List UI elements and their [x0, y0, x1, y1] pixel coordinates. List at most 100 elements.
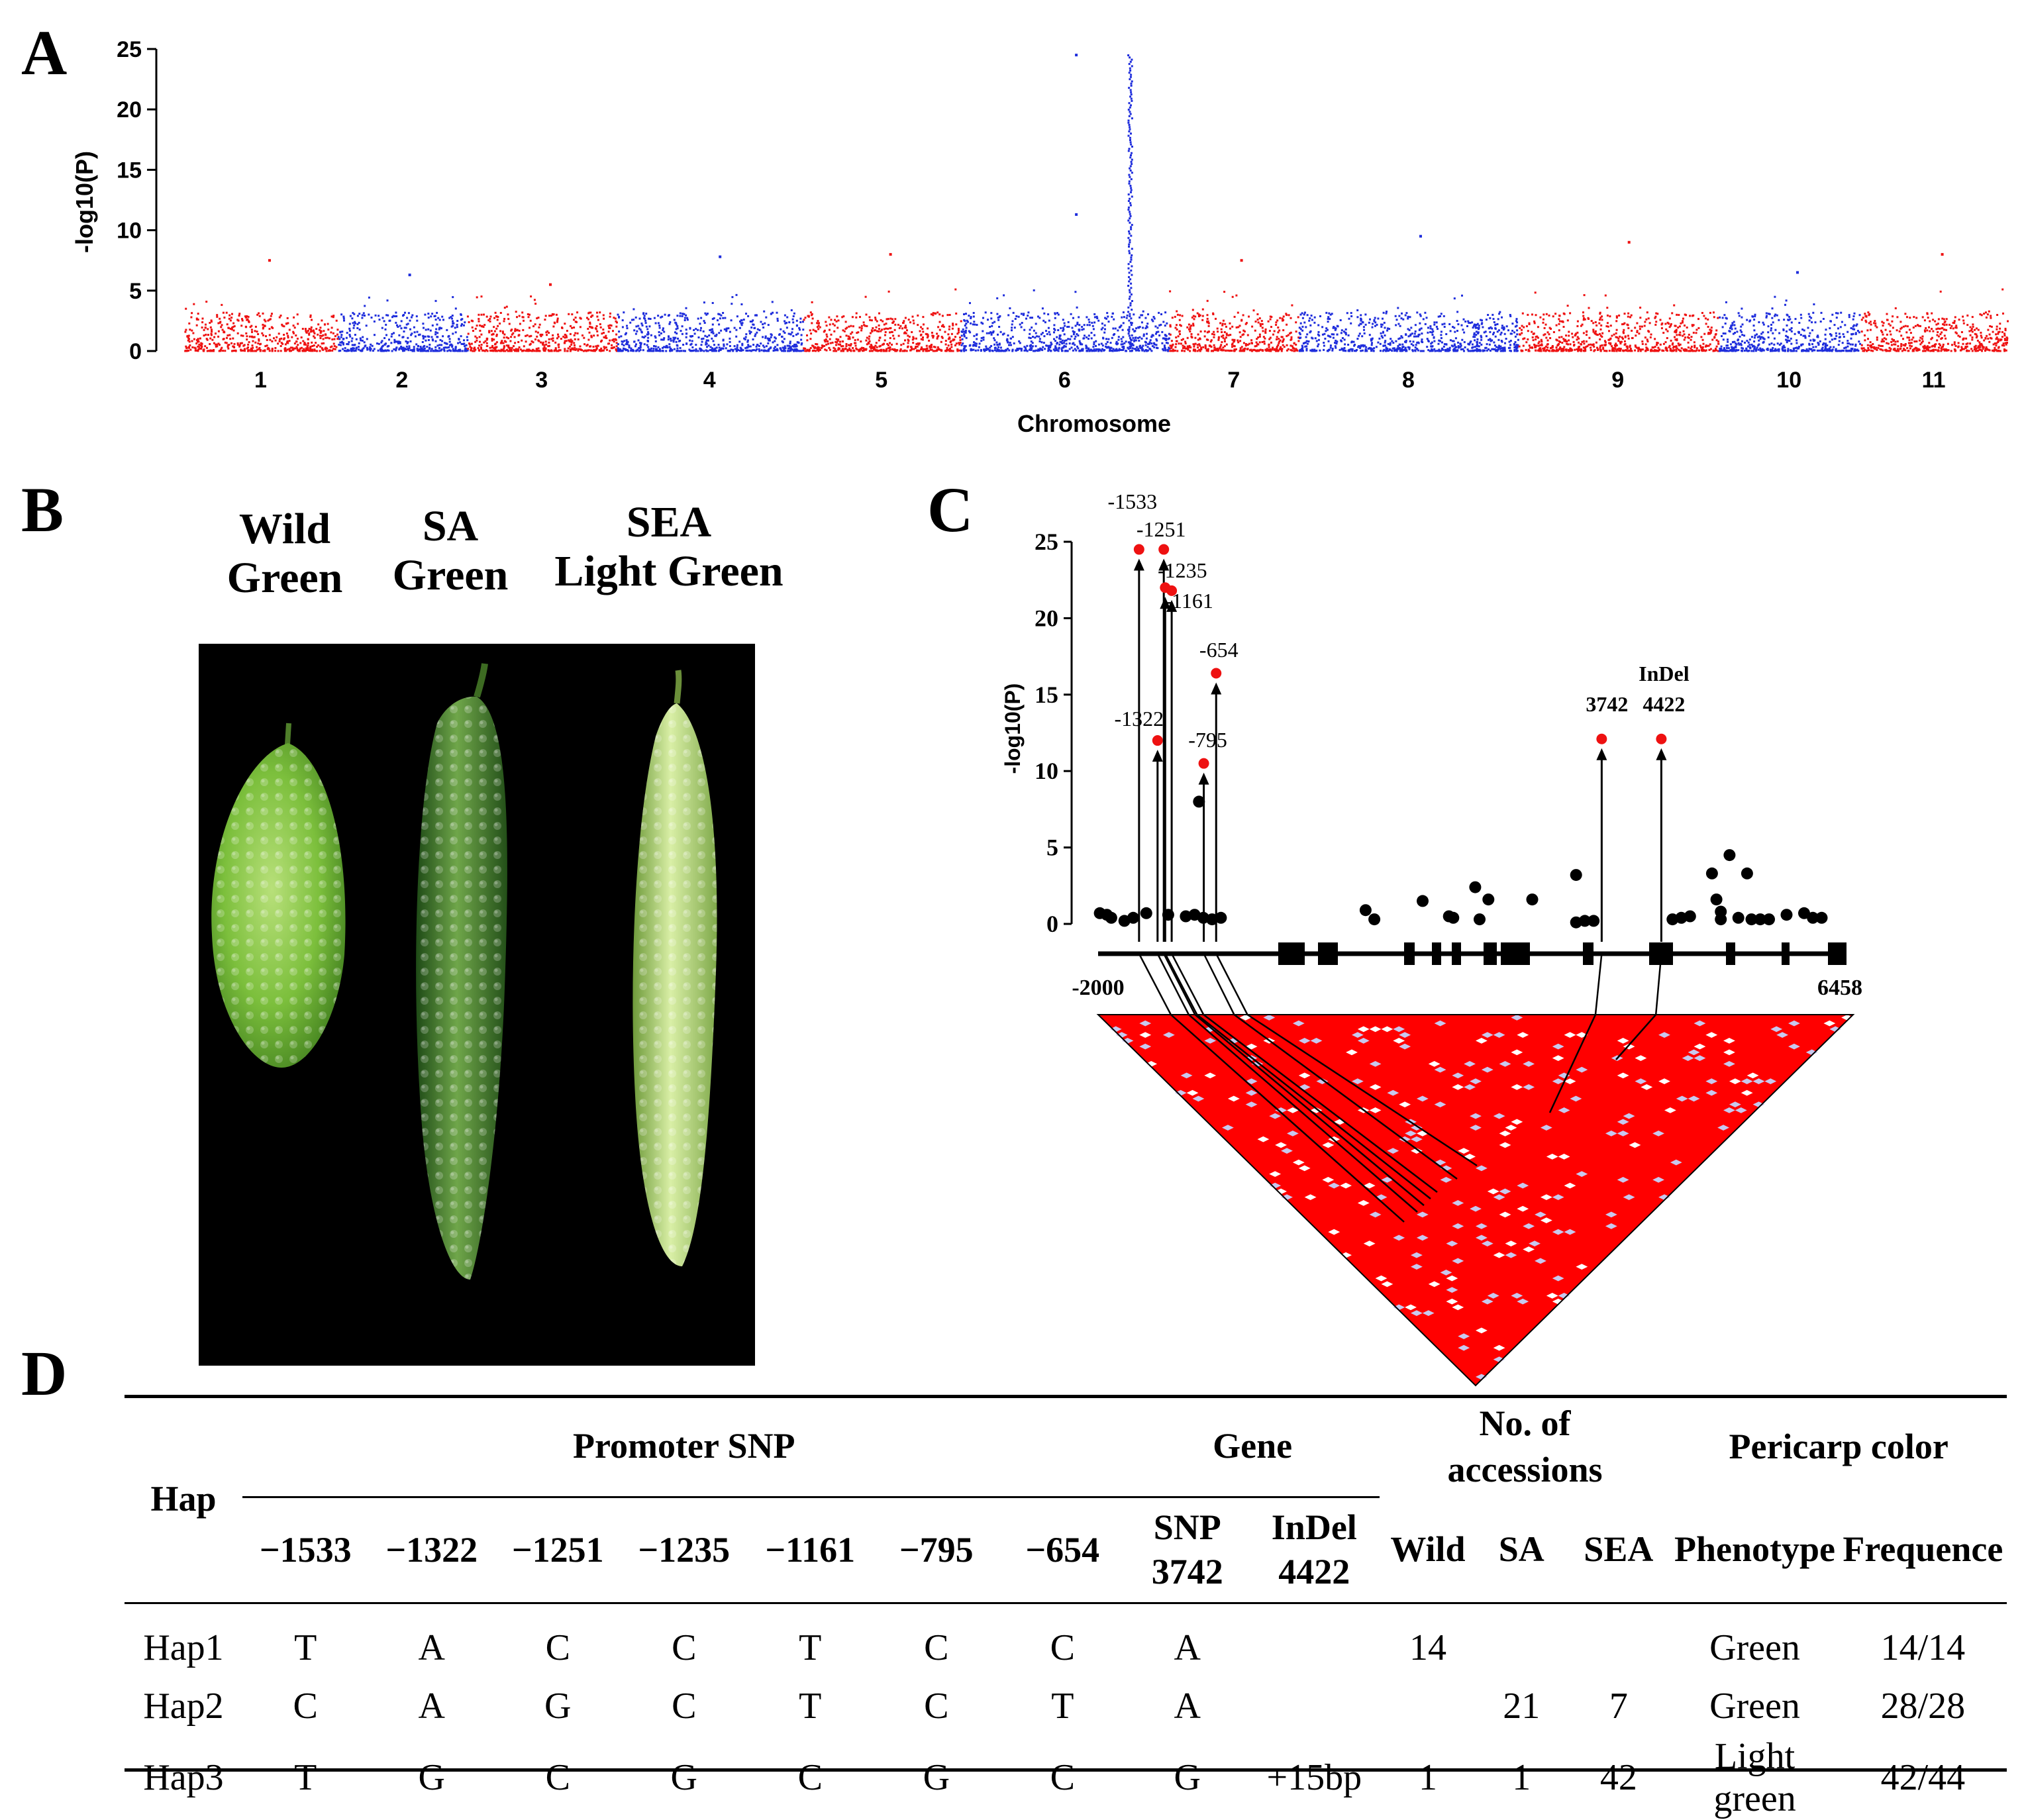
table-cell: C	[495, 1603, 621, 1677]
table-cell: 7	[1566, 1677, 1670, 1735]
snp-point	[1733, 912, 1745, 924]
col-accessions-line2: accessions	[1380, 1446, 1671, 1493]
snp-arrow-head--1322	[1152, 750, 1163, 762]
ld-heatmap	[1098, 1015, 1853, 1386]
snp-point-significant-3742	[1596, 734, 1607, 744]
snp-point	[1684, 911, 1696, 923]
table-cell: G	[874, 1735, 1000, 1820]
gene-exon	[1649, 942, 1673, 965]
gene-exon	[1452, 942, 1461, 965]
gene-model	[1098, 942, 1847, 965]
gene-exon	[1484, 942, 1497, 965]
snp-arrow-head-3742	[1596, 748, 1607, 760]
snp-point-significant--654	[1211, 668, 1221, 678]
table-cell: Hap1	[125, 1603, 242, 1677]
gene-plot-y-label: -log10(P)	[1001, 683, 1025, 774]
table-cell: G	[368, 1735, 495, 1820]
chromosome-9-top-point	[1628, 241, 1631, 244]
snp-point	[1711, 893, 1723, 905]
chromosome-5-points	[803, 253, 962, 352]
haplotype-table: Hap Promoter SNP Gene No. of accessions …	[125, 1396, 2007, 1820]
snp-point-significant--1251	[1158, 544, 1169, 555]
table-cell: 14/14	[1839, 1603, 2007, 1677]
photo-title-sa: SA Green	[371, 502, 530, 600]
snp-point	[1360, 904, 1372, 916]
snp-point	[1741, 868, 1753, 880]
snp-point-significant-4422	[1656, 734, 1666, 744]
table-cell: 28/28	[1839, 1677, 2007, 1735]
chromosome-tick-6: 6	[1058, 368, 1071, 393]
table-cell: C	[747, 1735, 874, 1820]
table-cell: C	[621, 1677, 748, 1735]
chromosome-8-top-point	[1419, 235, 1422, 238]
col-hap-header: Hap	[125, 1396, 242, 1603]
snp-point	[1570, 869, 1582, 881]
col-header-summary: Frequence	[1839, 1497, 2007, 1603]
table-cell: A	[1126, 1677, 1249, 1735]
table-cell: 14	[1380, 1603, 1477, 1677]
table-cell: G	[621, 1735, 748, 1820]
snp-point	[1715, 913, 1727, 925]
manhattan-x-label: Chromosome	[1017, 410, 1171, 437]
manhattan-y-tick-label: 25	[117, 37, 142, 62]
photo-title-sea-line2: Light Green	[530, 547, 808, 596]
table-cell	[1249, 1603, 1380, 1677]
gene-exon	[1501, 942, 1530, 965]
snp-label--1322: -1322	[1114, 707, 1164, 731]
chromosome-10-points	[1719, 271, 1861, 352]
chromosome-tick-10: 10	[1776, 368, 1801, 393]
manhattan-y-label: -log10(P)	[71, 151, 98, 253]
chromosome-8-points	[1299, 235, 1519, 352]
table-cell: Hap2	[125, 1677, 242, 1735]
manhattan-y-tick-label: 5	[129, 279, 142, 304]
col-header-gene-variant-line: 4422	[1249, 1550, 1380, 1595]
chromosome-4-top-point	[719, 256, 721, 258]
snp-label--1251: -1251	[1137, 517, 1186, 541]
snp-point	[1527, 893, 1539, 905]
chromosome-tick-9: 9	[1611, 368, 1624, 393]
table-cell	[1476, 1603, 1566, 1677]
table-group-header-row: Hap Promoter SNP Gene No. of accessions …	[125, 1396, 2007, 1497]
chromosome-6-points	[960, 54, 1171, 352]
table-cell: T	[747, 1603, 874, 1677]
chromosome-7-top-point	[1240, 259, 1243, 262]
chromosome-tick-4: 4	[703, 368, 716, 393]
gene-plot-y-tick-label: 25	[1035, 529, 1058, 555]
table-cell: 1	[1476, 1735, 1566, 1820]
table-cell: Green	[1670, 1603, 1839, 1677]
col-header-gene-variant-line: InDel	[1249, 1505, 1380, 1550]
table-cell: A	[368, 1677, 495, 1735]
table-cell: A	[1126, 1603, 1249, 1677]
photo-title-sea-line1: SEA	[530, 498, 808, 547]
gene-end-label: 6458	[1817, 976, 1862, 1000]
table-cell: C	[999, 1735, 1126, 1820]
chromosome-tick-5: 5	[875, 368, 887, 393]
col-header-promoter: −1161	[747, 1497, 874, 1603]
chromosome-3-top-point	[549, 283, 552, 286]
snp-point	[1588, 915, 1599, 927]
photo-title-wild: Wild Green	[192, 505, 378, 603]
table-cell: T	[242, 1603, 369, 1677]
ld-triangle	[1098, 1015, 1853, 1386]
snp-arrow-head--795	[1199, 773, 1209, 785]
table-cell: Light green	[1670, 1735, 1839, 1820]
snp-label--795: -795	[1188, 728, 1227, 752]
table-cell	[1566, 1603, 1670, 1677]
col-header-promoter: −1533	[242, 1497, 369, 1603]
table-cell	[1249, 1677, 1380, 1735]
col-header-promoter: −795	[874, 1497, 1000, 1603]
gene-exon	[1828, 942, 1847, 965]
col-header-summary: Wild	[1380, 1497, 1477, 1603]
col-accessions-header: No. of accessions	[1380, 1396, 1671, 1497]
snp-point	[1482, 893, 1494, 905]
table-cell: +15bp	[1249, 1735, 1380, 1820]
gene-exon	[1278, 942, 1305, 965]
snp-point	[1368, 913, 1380, 925]
snp-label--1161: -1161	[1164, 589, 1213, 613]
chromosome-5-top-point	[889, 253, 892, 256]
